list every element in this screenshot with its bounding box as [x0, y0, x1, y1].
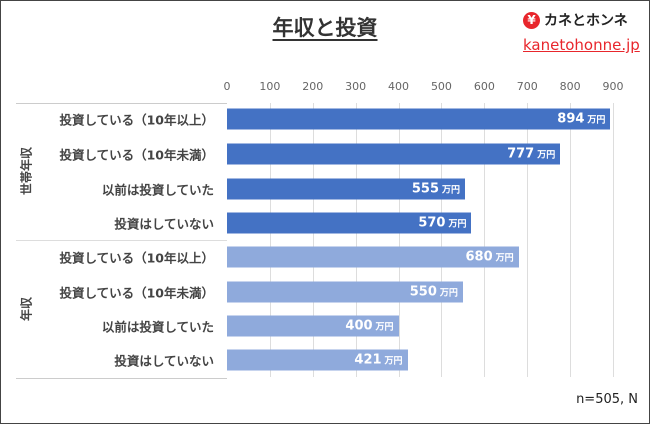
bar: [227, 281, 463, 303]
unit-label: 万円: [375, 322, 394, 333]
x-tick-label: 0: [223, 80, 231, 93]
gridline: [527, 103, 529, 377]
unit-label: 万円: [442, 185, 461, 196]
category-label: 投資している（10年未満）: [59, 285, 214, 301]
data-label: 680 万円: [465, 249, 514, 265]
x-tick-label: 900: [602, 80, 624, 93]
bar: [227, 178, 466, 200]
group-label: 年収: [19, 296, 34, 321]
gridline: [269, 103, 271, 377]
bar: [227, 349, 408, 371]
site-link[interactable]: kanetohonne.jp: [523, 36, 640, 54]
bar: [227, 212, 472, 234]
gridline: [484, 103, 486, 377]
bar: [227, 246, 519, 268]
category-label: 以前は投資していた: [101, 319, 214, 335]
unit-label: 万円: [448, 219, 467, 230]
x-tick-label: 800: [559, 80, 581, 93]
gridline: [570, 103, 572, 377]
bar: [227, 108, 611, 130]
unit-label: 万円: [587, 115, 606, 126]
brand-name: カネとホンネ: [544, 13, 628, 29]
data-label: 550 万円: [409, 284, 458, 300]
unit-label: 万円: [384, 356, 403, 367]
data-label: 777 万円: [507, 146, 556, 162]
bar: [227, 143, 561, 165]
x-tick-label: 100: [259, 80, 281, 93]
x-tick-label: 500: [430, 80, 452, 93]
category-box: [16, 103, 227, 379]
category-label: 投資はしていない: [114, 216, 214, 232]
data-label: 894 万円: [557, 111, 606, 127]
unit-label: 万円: [495, 253, 514, 264]
category-label: 投資している（10年未満）: [59, 147, 214, 163]
category-label: 投資はしていない: [114, 353, 214, 369]
group-divider: [16, 240, 227, 241]
gridline: [613, 103, 614, 377]
category-label: 以前は投資していた: [101, 182, 214, 198]
gridline: [398, 103, 400, 377]
unit-label: 万円: [439, 288, 458, 299]
category-label: 投資している（10年以上）: [59, 112, 214, 128]
gridline: [441, 103, 443, 377]
data-label: 555 万円: [411, 181, 461, 197]
data-label: 570 万円: [418, 215, 467, 231]
yen-icon: ¥: [523, 11, 540, 29]
unit-label: 万円: [537, 150, 556, 161]
chart-title: 年収と投資: [272, 16, 378, 40]
bar: [227, 315, 399, 337]
x-tick-label: 400: [388, 80, 410, 93]
category-label: 投資している（10年以上）: [59, 250, 214, 266]
brand-logo: ¥ カネとホンネ: [523, 10, 628, 30]
data-label: 421 万円: [354, 352, 403, 368]
x-tick-label: 600: [473, 80, 495, 93]
gridline: [355, 103, 357, 377]
data-label: 400 万円: [345, 318, 394, 334]
x-tick-label: 700: [516, 80, 538, 93]
sample-note: n=505, N: [576, 392, 638, 407]
x-tick-label: 200: [302, 80, 324, 93]
group-label: 世帯年収: [19, 146, 34, 196]
gridline: [312, 103, 314, 377]
x-tick-label: 300: [345, 80, 367, 93]
